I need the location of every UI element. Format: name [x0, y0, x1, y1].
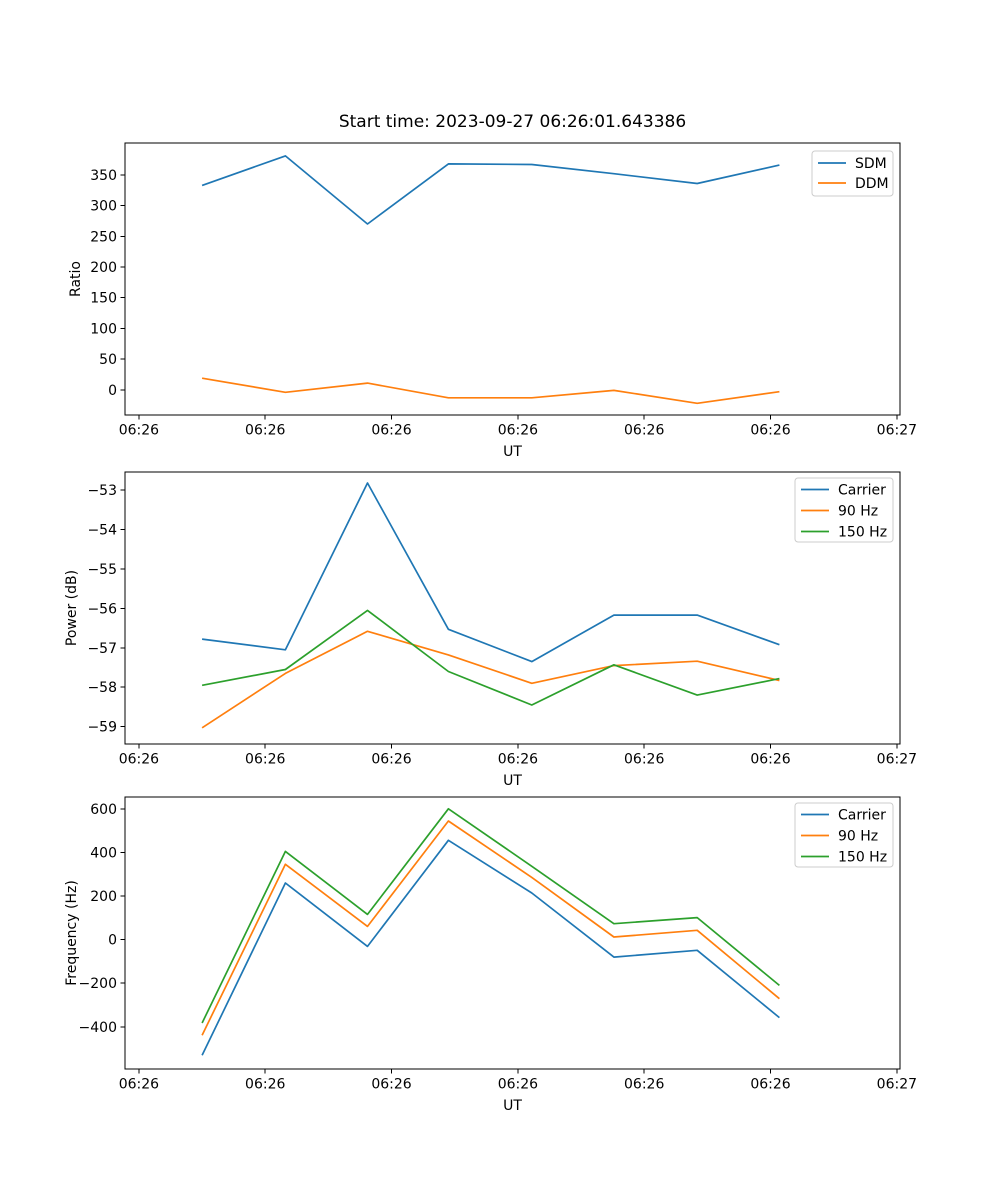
- x-axis-label: UT: [503, 444, 522, 460]
- x-tick-label: 06:26: [245, 752, 285, 768]
- x-tick-label: 06:27: [877, 1077, 917, 1093]
- y-tick-label: −54: [87, 523, 117, 539]
- x-tick-label: 06:26: [624, 423, 664, 439]
- subplot-2: 06:26 06:26 06:26 06:26 06:26 06:26 06:27 UT −53…: [64, 471, 917, 789]
- y-tick-label: −200: [79, 976, 117, 992]
- x-tick-label: 06:26: [498, 752, 538, 768]
- y-tick-label: −56: [87, 601, 117, 617]
- y-tick-label: 200: [90, 260, 117, 276]
- series-line-carrier: [201, 839, 780, 1056]
- x-tick-label: 06:26: [498, 423, 538, 439]
- x-axis-label: UT: [503, 773, 522, 789]
- x-tick-label: 06:26: [750, 423, 790, 439]
- x-tick-label: 06:26: [498, 1077, 538, 1093]
- y-tick-label: 0: [108, 383, 117, 399]
- x-tick-label: 06:26: [245, 1077, 285, 1093]
- legend: SDM DDM: [811, 150, 894, 197]
- x-axis-label: UT: [503, 1098, 522, 1114]
- x-tick-label: 06:26: [119, 752, 159, 768]
- y-tick-label: −58: [87, 680, 117, 696]
- y-tick-label: 300: [90, 199, 117, 215]
- x-tick-label: 06:26: [624, 752, 664, 768]
- y-tick-label: 250: [90, 229, 117, 245]
- y-tick-label: −400: [79, 1020, 117, 1036]
- legend-label-150-hz: 150 Hz: [838, 525, 887, 541]
- y-axis-label: Power (dB): [64, 570, 80, 646]
- y-tick-label: −55: [87, 562, 117, 578]
- y-tick-label: −59: [87, 720, 117, 736]
- series-line-sdm: [201, 155, 780, 225]
- plot-border: [124, 471, 901, 745]
- x-tick-label: 06:26: [119, 423, 159, 439]
- y-tick-label: −57: [87, 641, 117, 657]
- legend-box: [794, 477, 894, 543]
- x-tick-label: 06:26: [245, 423, 285, 439]
- series-line-90-hz: [201, 630, 780, 729]
- legend-label-sdm: SDM: [855, 156, 887, 172]
- y-axis-label: Ratio: [68, 261, 84, 297]
- x-tick-label: 06:27: [877, 423, 917, 439]
- series-line-carrier: [201, 482, 780, 663]
- y-tick-label: 200: [90, 889, 117, 905]
- series-line-150-hz: [201, 807, 780, 1024]
- x-tick-label: 06:27: [877, 752, 917, 768]
- legend-label-90-hz: 90 Hz: [838, 829, 878, 845]
- plot-border: [124, 142, 901, 416]
- x-tick-label: 06:26: [750, 1077, 790, 1093]
- x-tick-label: 06:26: [371, 1077, 411, 1093]
- subplot-3: 06:26 06:26 06:26 06:26 06:26 06:26 06:27 UT 600…: [64, 796, 917, 1114]
- legend-label-90-hz: 90 Hz: [838, 504, 878, 520]
- y-tick-label: 150: [90, 291, 117, 307]
- y-tick-label: 600: [90, 802, 117, 818]
- legend-label-carrier: Carrier: [838, 808, 886, 824]
- y-tick-label: 0: [108, 933, 117, 949]
- legend: Carrier 90 Hz 150 Hz: [794, 477, 894, 543]
- x-tick-label: 06:26: [624, 1077, 664, 1093]
- subplot-1: 06:26 06:26 06:26 06:26 06:26 06:26 06:27 UT 0 50…: [68, 142, 917, 460]
- y-tick-label: 50: [99, 352, 117, 368]
- legend-label-ddm: DDM: [855, 176, 889, 192]
- x-tick-label: 06:26: [750, 752, 790, 768]
- legend-box: [794, 802, 894, 868]
- plot-border: [124, 796, 901, 1070]
- y-tick-label: 350: [90, 168, 117, 184]
- figure-title: Start time: 2023-09-27 06:26:01.643386: [338, 112, 687, 132]
- x-tick-label: 06:26: [119, 1077, 159, 1093]
- y-tick-label: 100: [90, 321, 117, 337]
- x-tick-label: 06:26: [371, 752, 411, 768]
- series-line-90-hz: [201, 820, 780, 1036]
- x-tick-label: 06:26: [371, 423, 411, 439]
- legend-label-150-hz: 150 Hz: [838, 850, 887, 866]
- y-tick-label: −53: [87, 483, 117, 499]
- y-axis-label: Frequency (Hz): [64, 880, 80, 986]
- series-line-150-hz: [201, 609, 780, 706]
- series-line-ddm: [201, 377, 780, 405]
- legend: Carrier 90 Hz 150 Hz: [794, 802, 894, 868]
- legend-label-carrier: Carrier: [838, 483, 886, 499]
- y-tick-label: 400: [90, 846, 117, 862]
